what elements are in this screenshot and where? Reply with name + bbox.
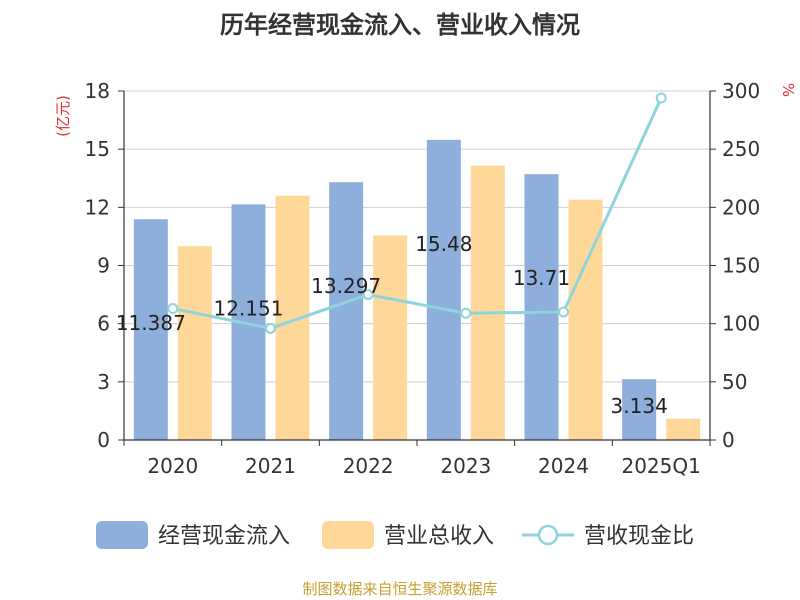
x-tick-label: 2021 bbox=[245, 454, 296, 478]
chart-title: 历年经营现金流入、营业收入情况 bbox=[220, 11, 580, 39]
legend[interactable]: 经营现金流入 营业总收入 营收现金比 bbox=[96, 521, 694, 549]
bars-layer bbox=[133, 139, 701, 441]
ratio-point bbox=[167, 303, 179, 315]
ratio-point bbox=[558, 306, 569, 318]
x-tick-label: 2025Q1 bbox=[621, 454, 700, 478]
left-tick-label: 3 bbox=[97, 370, 110, 394]
bar-cash-inflow bbox=[524, 174, 559, 440]
bar-revenue bbox=[470, 165, 505, 440]
left-tick-label: 15 bbox=[85, 137, 110, 161]
data-label: 3.134 bbox=[611, 394, 668, 418]
data-label: 11.387 bbox=[116, 311, 186, 335]
legend-label: 营收现金比 bbox=[584, 524, 694, 549]
bar-cash-inflow bbox=[426, 139, 461, 441]
ratio-point bbox=[362, 289, 374, 301]
x-tick-label: 2023 bbox=[440, 454, 491, 478]
right-axis-unit: % bbox=[779, 83, 797, 97]
bar-cash-inflow bbox=[133, 219, 168, 440]
data-label: 15.48 bbox=[415, 232, 472, 256]
gridlines bbox=[124, 90, 710, 383]
left-tick-label: 12 bbox=[85, 195, 110, 219]
ratio-point bbox=[460, 307, 472, 319]
ratio-point bbox=[265, 322, 276, 334]
left-tick-label: 9 bbox=[97, 254, 110, 278]
legend-marker bbox=[537, 524, 559, 546]
x-tick-label: 2022 bbox=[343, 454, 394, 478]
right-tick-label: 250 bbox=[722, 137, 760, 161]
data-label: 12.151 bbox=[214, 296, 284, 320]
right-tick-label: 300 bbox=[722, 79, 760, 103]
right-tick-label: 50 bbox=[722, 370, 747, 394]
bar-revenue bbox=[373, 235, 408, 440]
legend-swatch bbox=[96, 521, 148, 549]
data-labels-layer: 11.387 12.151 13.297 15.48 13.71 3.134 bbox=[116, 232, 668, 418]
left-tick-label: 18 bbox=[85, 79, 110, 103]
left-tick-label: 6 bbox=[97, 312, 110, 336]
axes-layer: 0 3 6 9 12 15 18 0 50 100 150 200 250 300 2020 2021 2022… bbox=[85, 79, 761, 478]
left-tick-label: 0 bbox=[97, 428, 110, 452]
right-tick-label: 150 bbox=[722, 254, 760, 278]
bar-revenue bbox=[666, 418, 701, 440]
x-tick-label: 2020 bbox=[147, 454, 198, 478]
right-tick-label: 0 bbox=[722, 428, 735, 452]
right-tick-label: 100 bbox=[722, 312, 760, 336]
ratio-line bbox=[172, 97, 663, 330]
legend-swatch bbox=[322, 521, 374, 549]
right-tick-label: 200 bbox=[722, 195, 760, 219]
data-label: 13.71 bbox=[513, 266, 570, 290]
legend-label: 经营现金流入 bbox=[158, 524, 290, 549]
ratio-line-layer bbox=[167, 92, 667, 334]
bar-cash-inflow bbox=[622, 379, 657, 440]
left-axis-unit: (亿元) bbox=[54, 95, 72, 137]
bar-revenue bbox=[177, 246, 212, 440]
data-label: 13.297 bbox=[311, 274, 381, 298]
bar-cash-inflow bbox=[329, 182, 364, 440]
ratio-point bbox=[655, 92, 667, 104]
legend-label: 营业总收入 bbox=[384, 524, 494, 549]
source-footer: 制图数据来自恒生聚源数据库 bbox=[302, 580, 497, 598]
x-tick-label: 2024 bbox=[538, 454, 589, 478]
